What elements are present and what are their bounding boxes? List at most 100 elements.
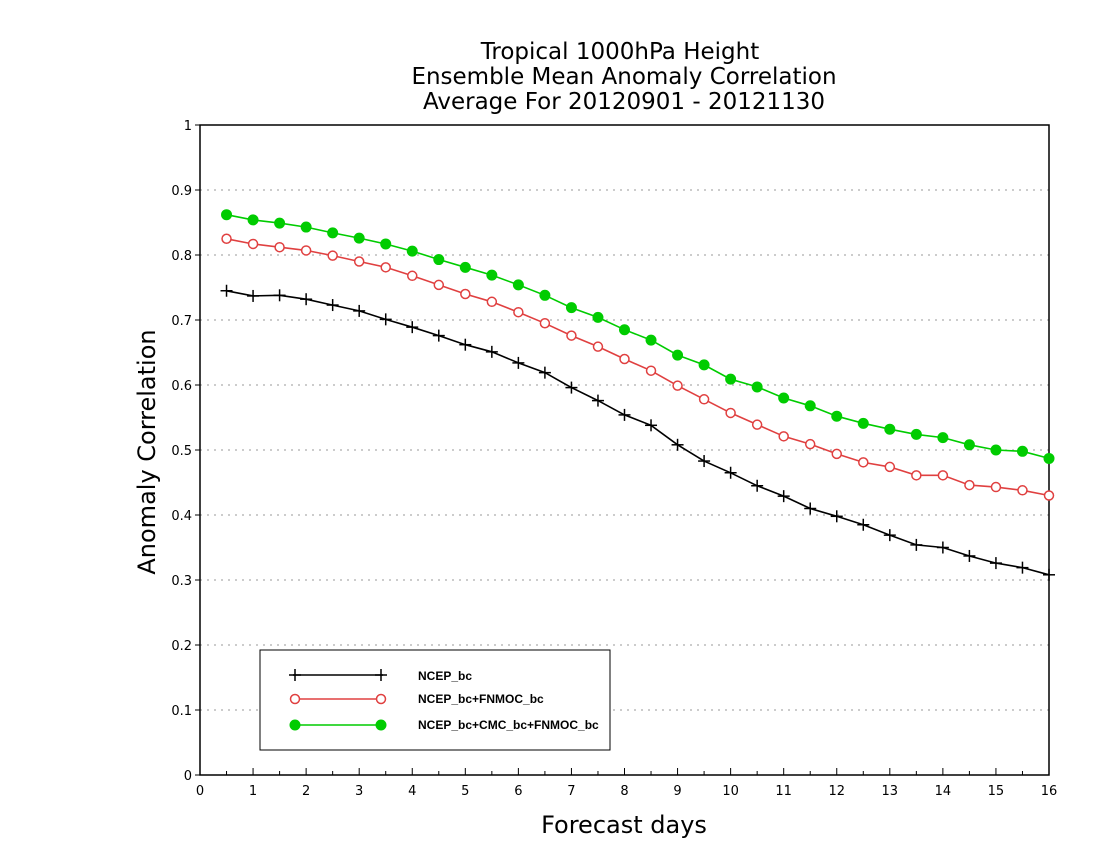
series-0-point [326,299,339,312]
grid-lines [200,189,1049,711]
series-2-point [406,245,418,257]
series-0-point [512,356,525,369]
series-1-point [831,448,842,460]
series-2-point [619,324,630,336]
series-1-point [911,470,922,481]
x-tick-label: 5 [461,784,469,799]
series-line-0 [226,290,1050,576]
series-1-point [884,461,896,473]
series-2-point [645,334,657,346]
series-0-point [857,518,870,531]
x-tick-label: 9 [673,784,681,799]
series-1-point [300,245,312,256]
series-line-2 [226,213,1050,460]
series-2-point [884,423,896,435]
series-2-point [937,432,949,444]
series-2-point [327,227,339,239]
x-tick-label: 1 [249,784,257,799]
x-tick-label: 6 [514,784,522,799]
y-tick-label: 0.3 [171,574,192,589]
series-1-point [460,288,471,300]
series-2-point [698,359,710,371]
series-2-point [380,238,392,250]
series-0-point [459,338,472,351]
y-tick-label: 0.2 [171,639,192,654]
series-1-point [433,279,445,291]
series-0-point [645,419,658,432]
series-0-point [432,329,445,342]
series-1-point [566,330,577,341]
series-0-point [618,408,631,421]
series-1-point [486,296,498,308]
series-1-point [778,431,789,442]
series-0-point [353,304,366,317]
series-2-point [990,444,1002,456]
y-tick-label: 0.7 [171,314,192,329]
series-1-point [751,419,763,430]
series-1-point [247,238,259,250]
series-2-point [592,311,604,323]
series-1-point [725,407,736,419]
y-axis-title: Anomaly Correlation [133,329,161,574]
chart-title-line-2: Ensemble Mean Anomaly Correlation [411,64,836,90]
x-tick-label: 12 [828,784,845,799]
x-tick-label: 8 [620,784,628,799]
series-0-point [671,438,684,451]
series-1-point [698,394,710,405]
series-1-point [274,241,285,253]
series-2-point [804,400,816,412]
series-2-point [459,261,471,273]
chart-title-line-1: Tropical 1000hPa Height [480,39,760,65]
series-2-point [486,269,498,281]
series-2-point [778,392,790,404]
series-0-point [591,394,604,407]
series-0-point [751,479,764,492]
legend-marker-1-end [375,693,387,705]
series-1-point [804,438,816,450]
series-1-point [221,233,232,244]
x-tick-label: 13 [882,784,899,799]
y-tick-label: 0.4 [171,509,192,524]
legend-marker-0-end [375,669,387,681]
series-2-point [247,214,259,226]
x-tick-label: 11 [775,784,792,799]
series-2-point [1016,445,1028,457]
series-0-point [485,345,498,358]
legend-label-ncep-cmc-fnmoc: NCEP_bc+CMC_bc+FNMOC_bc [418,718,599,732]
series-2-point [1043,452,1055,464]
series-1-point [513,306,524,318]
x-tick-label: 4 [408,784,416,799]
series-2-point [433,254,445,266]
series-0-point [273,289,286,302]
series-2-point [910,428,922,440]
series-0-point [830,510,843,523]
series-0-point [538,366,551,379]
series-0-point [724,466,737,479]
legend-label-ncep-bc: NCEP_bc [418,669,472,683]
series-0-point [698,455,711,468]
series-2-point [353,232,365,244]
series-1-point [327,250,338,261]
series-1-point [539,318,551,329]
series-1-point [619,353,630,365]
series-2-point [725,373,737,385]
series-0-point [379,313,392,326]
legend-marker-2-end [375,719,387,731]
series-0-point [247,289,260,302]
series-2-point [274,217,286,229]
series-0-point [936,541,949,554]
series-2-point [300,221,312,233]
x-tick-label: 14 [935,784,952,799]
legend-marker-0-start [289,669,301,681]
y-tick-label: 0.9 [171,184,192,199]
series-2-point [963,439,975,451]
series-2-point [539,289,551,301]
series-2-point [831,410,843,422]
legend-marks [289,669,387,731]
series-1-point [1043,490,1055,501]
series-1-point [1017,485,1028,496]
series-0-point [406,321,419,334]
series-2-point [672,349,684,361]
series-2-point [857,417,869,429]
